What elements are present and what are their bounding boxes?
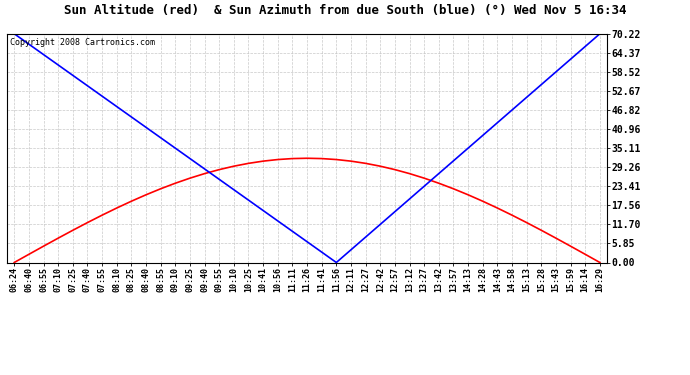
Text: Sun Altitude (red)  & Sun Azimuth from due South (blue) (°) Wed Nov 5 16:34: Sun Altitude (red) & Sun Azimuth from du… [63,4,627,17]
Text: Copyright 2008 Cartronics.com: Copyright 2008 Cartronics.com [10,38,155,47]
